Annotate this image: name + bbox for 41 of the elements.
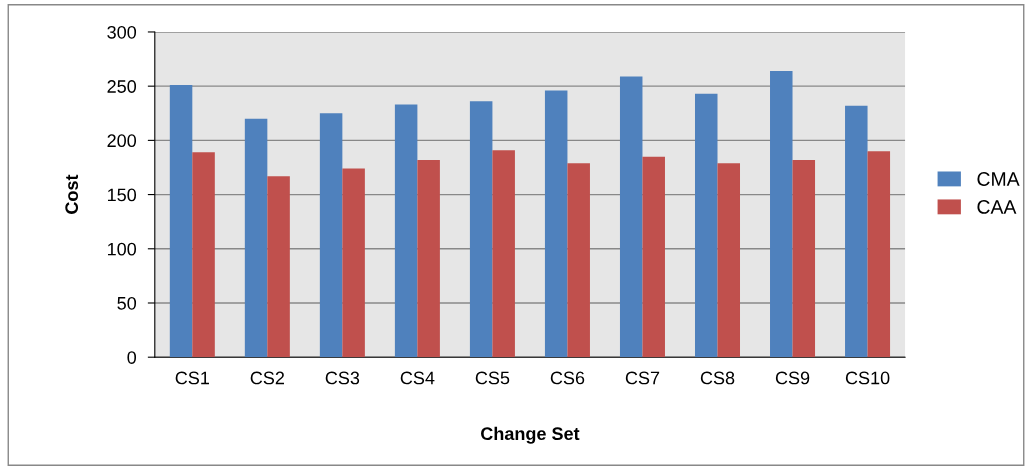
bar (619, 76, 643, 358)
bar (544, 90, 568, 358)
x-tick-label: CS6 (550, 371, 585, 385)
bar (792, 159, 816, 358)
bar (244, 118, 268, 358)
bar (567, 163, 590, 358)
y-tick-label: 200 (107, 134, 137, 148)
legend-label: CMA (977, 172, 1020, 186)
x-tick-label: CS4 (400, 371, 435, 385)
bar (492, 150, 515, 358)
x-tick-label: CS8 (700, 371, 735, 385)
bar (694, 93, 718, 358)
x-tick-label: CS9 (775, 371, 810, 385)
bar (319, 113, 343, 358)
x-tick-label: CS7 (625, 371, 660, 385)
bar (417, 159, 440, 358)
bar (717, 163, 741, 358)
x-tick-label: CS3 (325, 371, 360, 385)
y-tick-label: 50 (117, 296, 137, 310)
x-axis-title: Change Set (481, 426, 580, 444)
y-tick-label: 0 (127, 351, 137, 364)
x-tick-label: CS5 (475, 371, 510, 385)
y-tick-label: 100 (108, 242, 137, 256)
x-tick-label: CS10 (845, 371, 890, 385)
bar (342, 168, 365, 358)
y-axis-title: Cost (65, 174, 79, 214)
bar (267, 176, 290, 358)
bar (845, 105, 868, 358)
x-tick-label: CS2 (250, 371, 284, 385)
y-tick-label: 250 (107, 80, 137, 93)
bar (469, 101, 493, 358)
bar (642, 156, 665, 358)
bar (169, 85, 193, 358)
bar (770, 70, 793, 358)
bar (394, 104, 418, 358)
bar (192, 152, 215, 358)
y-tick-label: 300 (107, 25, 137, 39)
legend-label: CAA (977, 200, 1017, 214)
x-tick-label: CS1 (175, 371, 209, 385)
bar (867, 151, 891, 358)
y-tick-label: 150 (108, 188, 137, 202)
